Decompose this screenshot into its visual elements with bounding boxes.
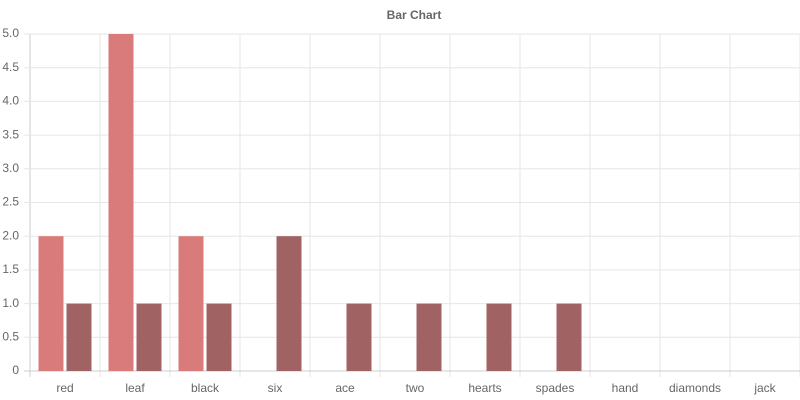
x-tick-label: red xyxy=(56,381,73,395)
bar xyxy=(276,236,302,371)
x-tick-label: black xyxy=(191,381,220,395)
y-tick-label: 3.0 xyxy=(2,161,19,175)
x-tick-label: hand xyxy=(612,381,639,395)
bar xyxy=(486,303,512,371)
x-tick-label: six xyxy=(268,381,283,395)
y-tick-label: 4.5 xyxy=(2,60,19,74)
x-tick-label: diamonds xyxy=(669,381,721,395)
x-tick-label: ace xyxy=(335,381,355,395)
x-tick-label: spades xyxy=(536,381,575,395)
x-tick-label: two xyxy=(406,381,425,395)
x-tick-label: leaf xyxy=(125,381,145,395)
bar xyxy=(346,303,372,371)
y-tick-label: 2.5 xyxy=(2,195,19,209)
y-tick-label: 3.5 xyxy=(2,127,19,141)
bar xyxy=(556,303,582,371)
x-tick-label: jack xyxy=(753,381,776,395)
y-tick-label: 4.0 xyxy=(2,94,19,108)
y-tick-label: 1.5 xyxy=(2,262,19,276)
chart-title: Bar Chart xyxy=(387,8,442,22)
x-tick-label: hearts xyxy=(468,381,501,395)
bar xyxy=(416,303,442,371)
y-tick-label: 2.0 xyxy=(2,228,19,242)
bar xyxy=(136,303,162,371)
bar xyxy=(66,303,92,371)
bar xyxy=(178,236,204,371)
y-tick-label: 1.0 xyxy=(2,296,19,310)
y-tick-label: 0.5 xyxy=(2,329,19,343)
bar xyxy=(206,303,232,371)
bar xyxy=(38,236,64,371)
y-tick-label: 5.0 xyxy=(2,26,19,40)
y-tick-label: 0 xyxy=(12,363,19,377)
bar xyxy=(108,34,134,371)
